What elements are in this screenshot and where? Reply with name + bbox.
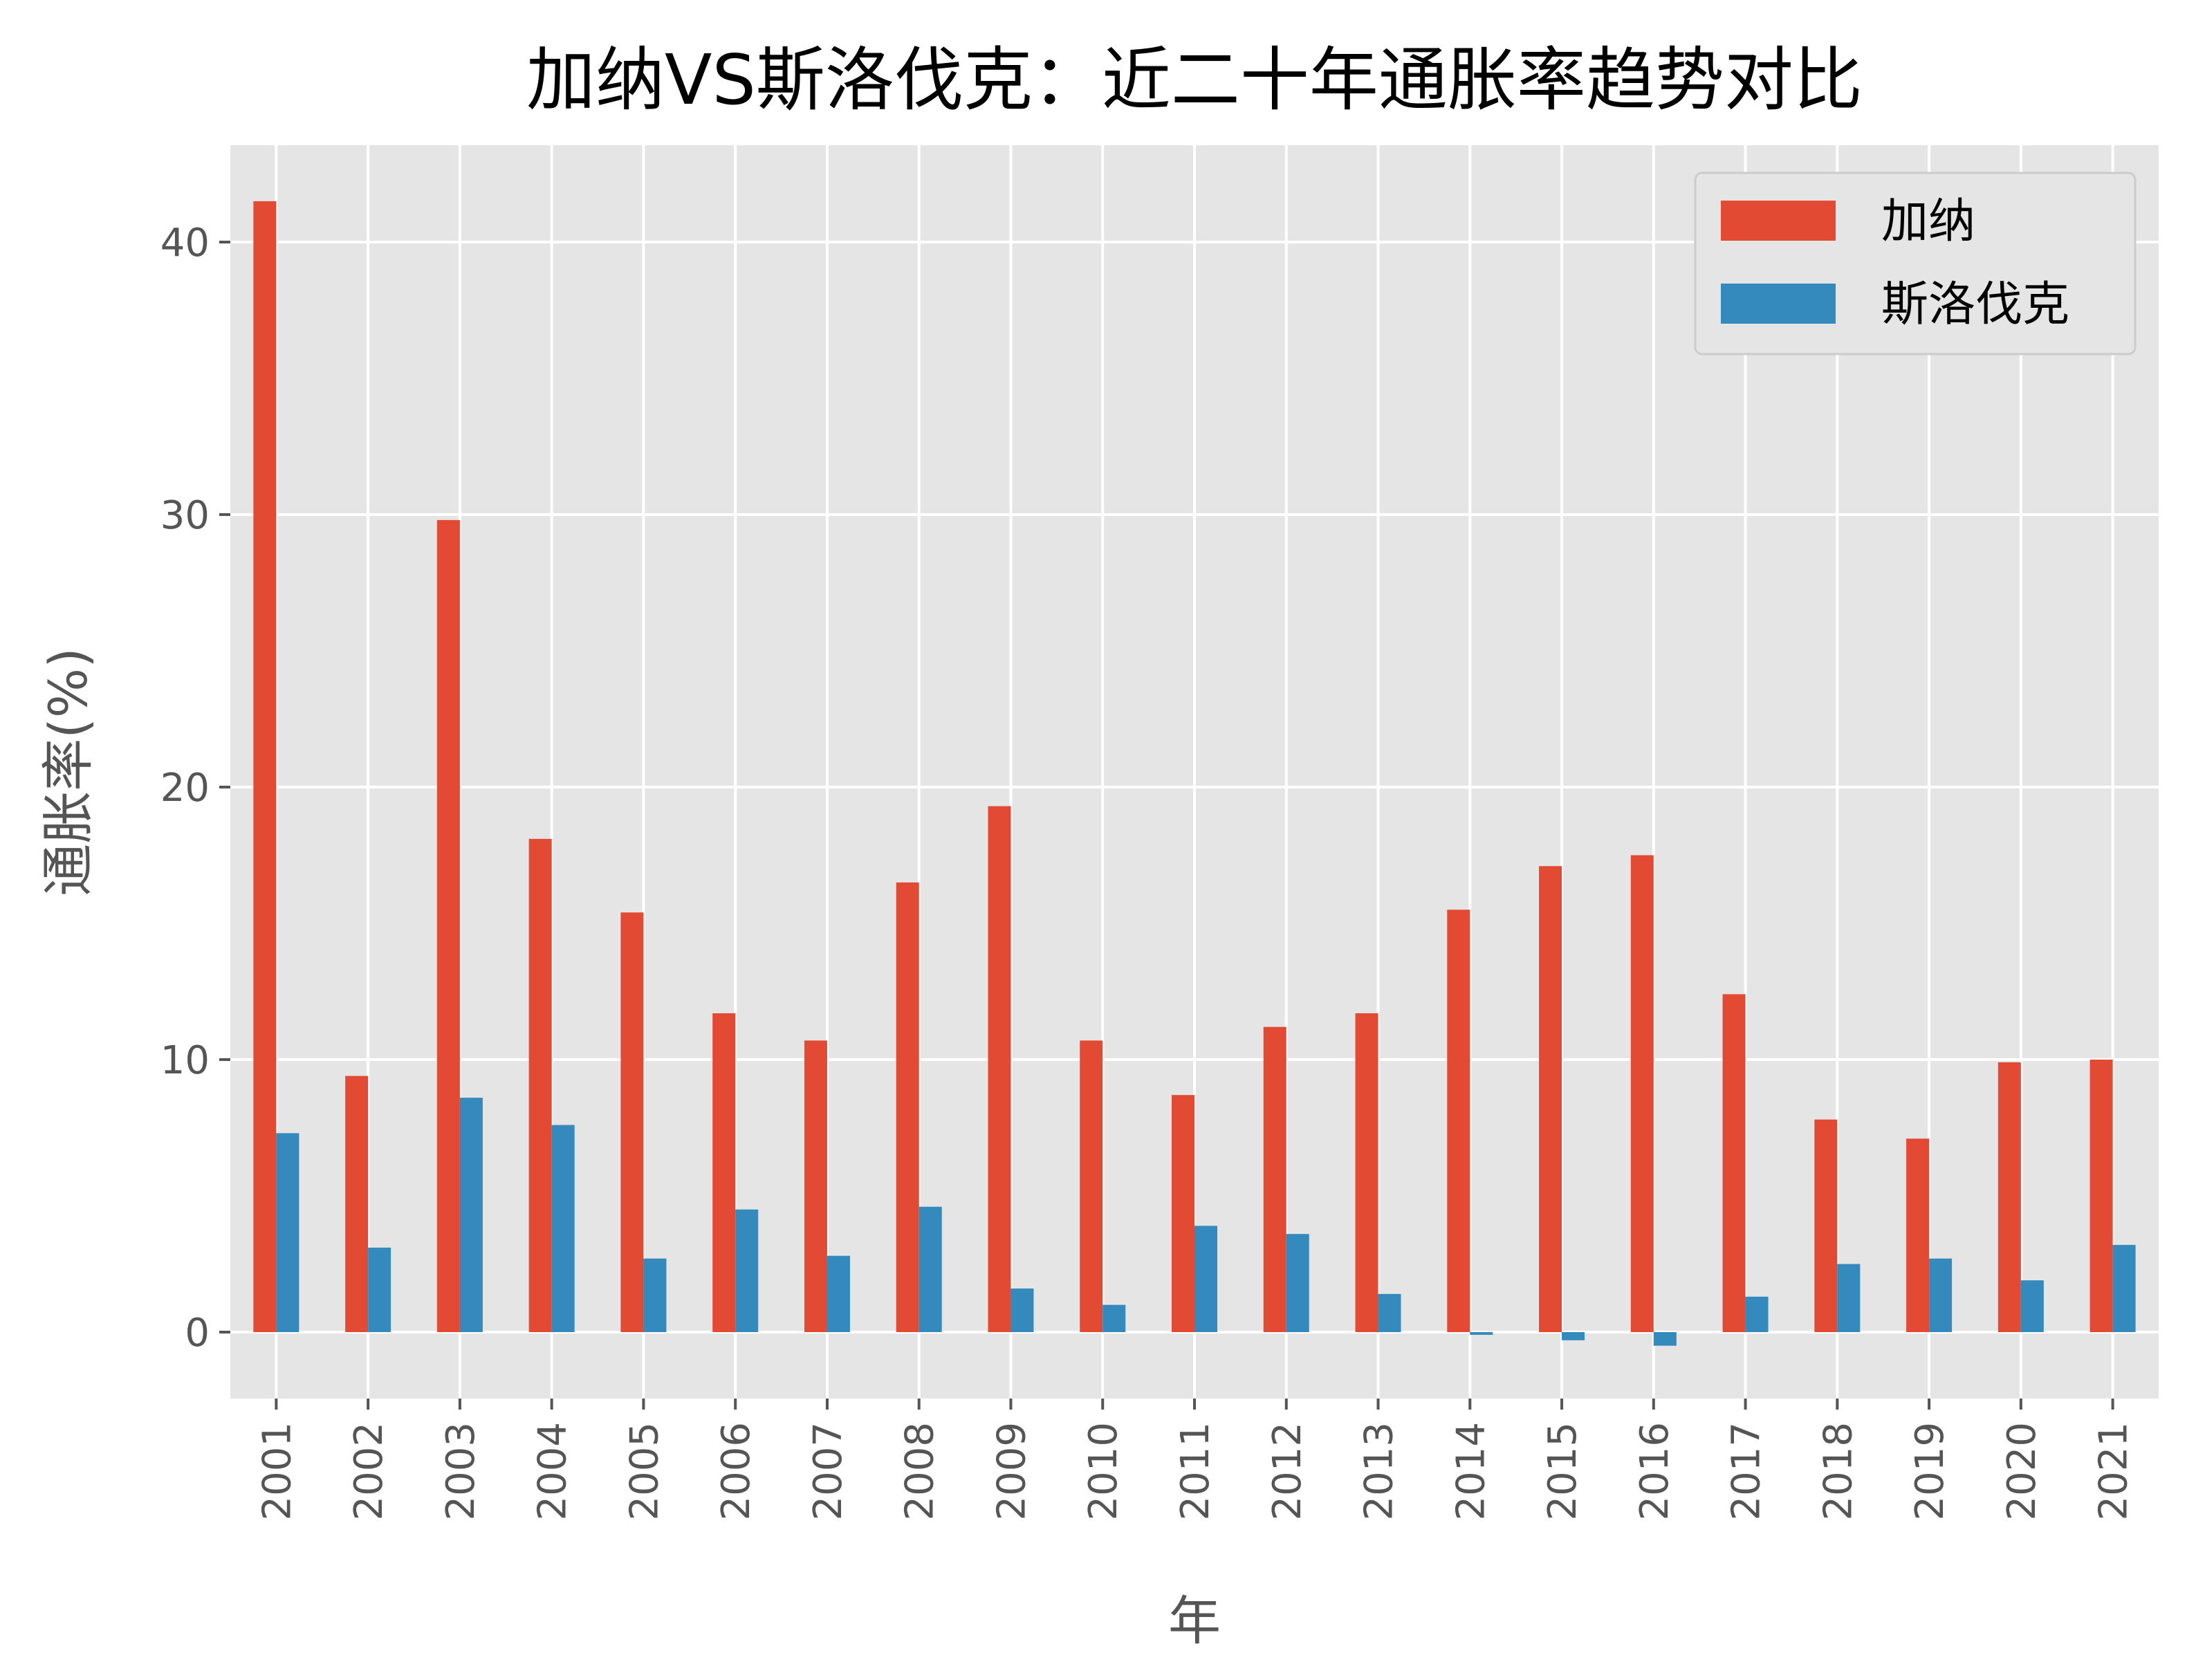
bar-ghana-2010 [1080,1040,1103,1332]
bar-ghana-2005 [620,912,644,1332]
bar-slovakia-2018 [1837,1264,1861,1332]
legend-swatch-ghana [1721,201,1836,241]
bar-ghana-2020 [1997,1062,2021,1332]
bar-slovakia-2004 [551,1125,575,1332]
x-tick-label: 2008 [898,1422,943,1521]
bar-ghana-2007 [804,1040,827,1332]
legend-label-slovakia: 斯洛伐克 [1881,277,2069,332]
bar-ghana-2009 [988,806,1011,1332]
x-tick-label: 2012 [1265,1422,1310,1521]
x-tick-label: 2010 [1081,1422,1126,1521]
bar-ghana-2002 [345,1076,369,1332]
bar-ghana-2014 [1447,910,1470,1332]
chart-title: 加纳VS斯洛伐克：近二十年通胀率趋势对比 [526,39,1863,120]
x-tick-label: 2004 [530,1422,575,1521]
bar-ghana-2017 [1722,994,1746,1332]
bar-slovakia-2019 [1929,1258,1953,1332]
bar-ghana-2019 [1906,1138,1930,1332]
bar-slovakia-2016 [1653,1332,1677,1346]
x-tick-label: 2002 [347,1422,391,1521]
bar-slovakia-2005 [643,1258,667,1332]
x-tick-label: 2020 [2000,1422,2045,1521]
x-tick-label: 2021 [2092,1422,2137,1521]
bar-ghana-2006 [712,1013,736,1332]
bar-slovakia-2011 [1194,1226,1217,1332]
bar-ghana-2004 [528,838,552,1332]
x-tick-label: 2016 [1632,1422,1677,1521]
bar-slovakia-2013 [1378,1293,1401,1332]
y-axis-label: 通胀率(%) [37,647,99,896]
bar-ghana-2015 [1539,866,1562,1332]
x-tick-label: 2018 [1816,1422,1861,1521]
axis-ticks: 0 10 20 30 40 2001 2002 2003 2004 2005 2006 2007 200… [160,221,2137,1521]
x-tick-label: 2011 [1173,1422,1218,1521]
x-tick-label: 2017 [1724,1422,1769,1521]
x-axis-label: 年 [1168,1590,1221,1652]
bar-ghana-2003 [436,519,460,1332]
bar-ghana-2016 [1630,855,1654,1332]
x-tick-label: 2005 [622,1422,667,1521]
bar-ghana-2008 [896,882,919,1332]
bar-slovakia-2002 [368,1247,391,1332]
y-tick-label: 10 [160,1038,210,1083]
legend: 加纳 斯洛伐克 [1694,172,2137,356]
legend-label-ghana: 加纳 [1881,194,1975,249]
legend-swatch-slovakia [1721,284,1836,324]
x-tick-label: 2007 [806,1422,851,1521]
y-tick-label: 20 [160,766,210,811]
x-tick-label: 2006 [714,1422,759,1521]
bar-slovakia-2021 [2112,1244,2136,1332]
x-tick-label: 2019 [1908,1422,1953,1521]
bar-slovakia-2012 [1286,1234,1309,1332]
bar-ghana-2021 [2089,1060,2113,1332]
x-tick-label: 2014 [1448,1422,1493,1521]
y-tick-label: 0 [185,1311,210,1356]
bar-slovakia-2010 [1102,1304,1126,1332]
bar-slovakia-2008 [919,1206,942,1332]
bar-ghana-2011 [1172,1095,1194,1332]
bar-slovakia-2015 [1562,1332,1585,1340]
x-tick-label: 2003 [439,1422,483,1521]
bar-ghana-2018 [1814,1119,1838,1332]
bar-ghana-2012 [1263,1026,1286,1332]
bar-slovakia-2006 [735,1209,759,1332]
bar-ghana-2013 [1355,1013,1378,1332]
x-tick-label: 2015 [1540,1422,1585,1521]
bar-slovakia-2007 [827,1255,850,1332]
x-tick-label: 2001 [255,1422,299,1521]
bar-slovakia-2003 [459,1098,483,1332]
x-tick-label: 2013 [1357,1422,1402,1521]
bar-slovakia-2009 [1011,1288,1034,1332]
bar-slovakia-2014 [1470,1332,1493,1335]
bar-ghana-2001 [253,201,277,1332]
bar-slovakia-2001 [276,1133,299,1332]
bar-slovakia-2017 [1745,1296,1769,1332]
bar-slovakia-2020 [2020,1280,2044,1332]
x-tick-label: 2009 [989,1422,1034,1521]
y-tick-label: 40 [160,221,210,266]
y-tick-label: 30 [160,493,210,538]
bars [253,201,2136,1346]
